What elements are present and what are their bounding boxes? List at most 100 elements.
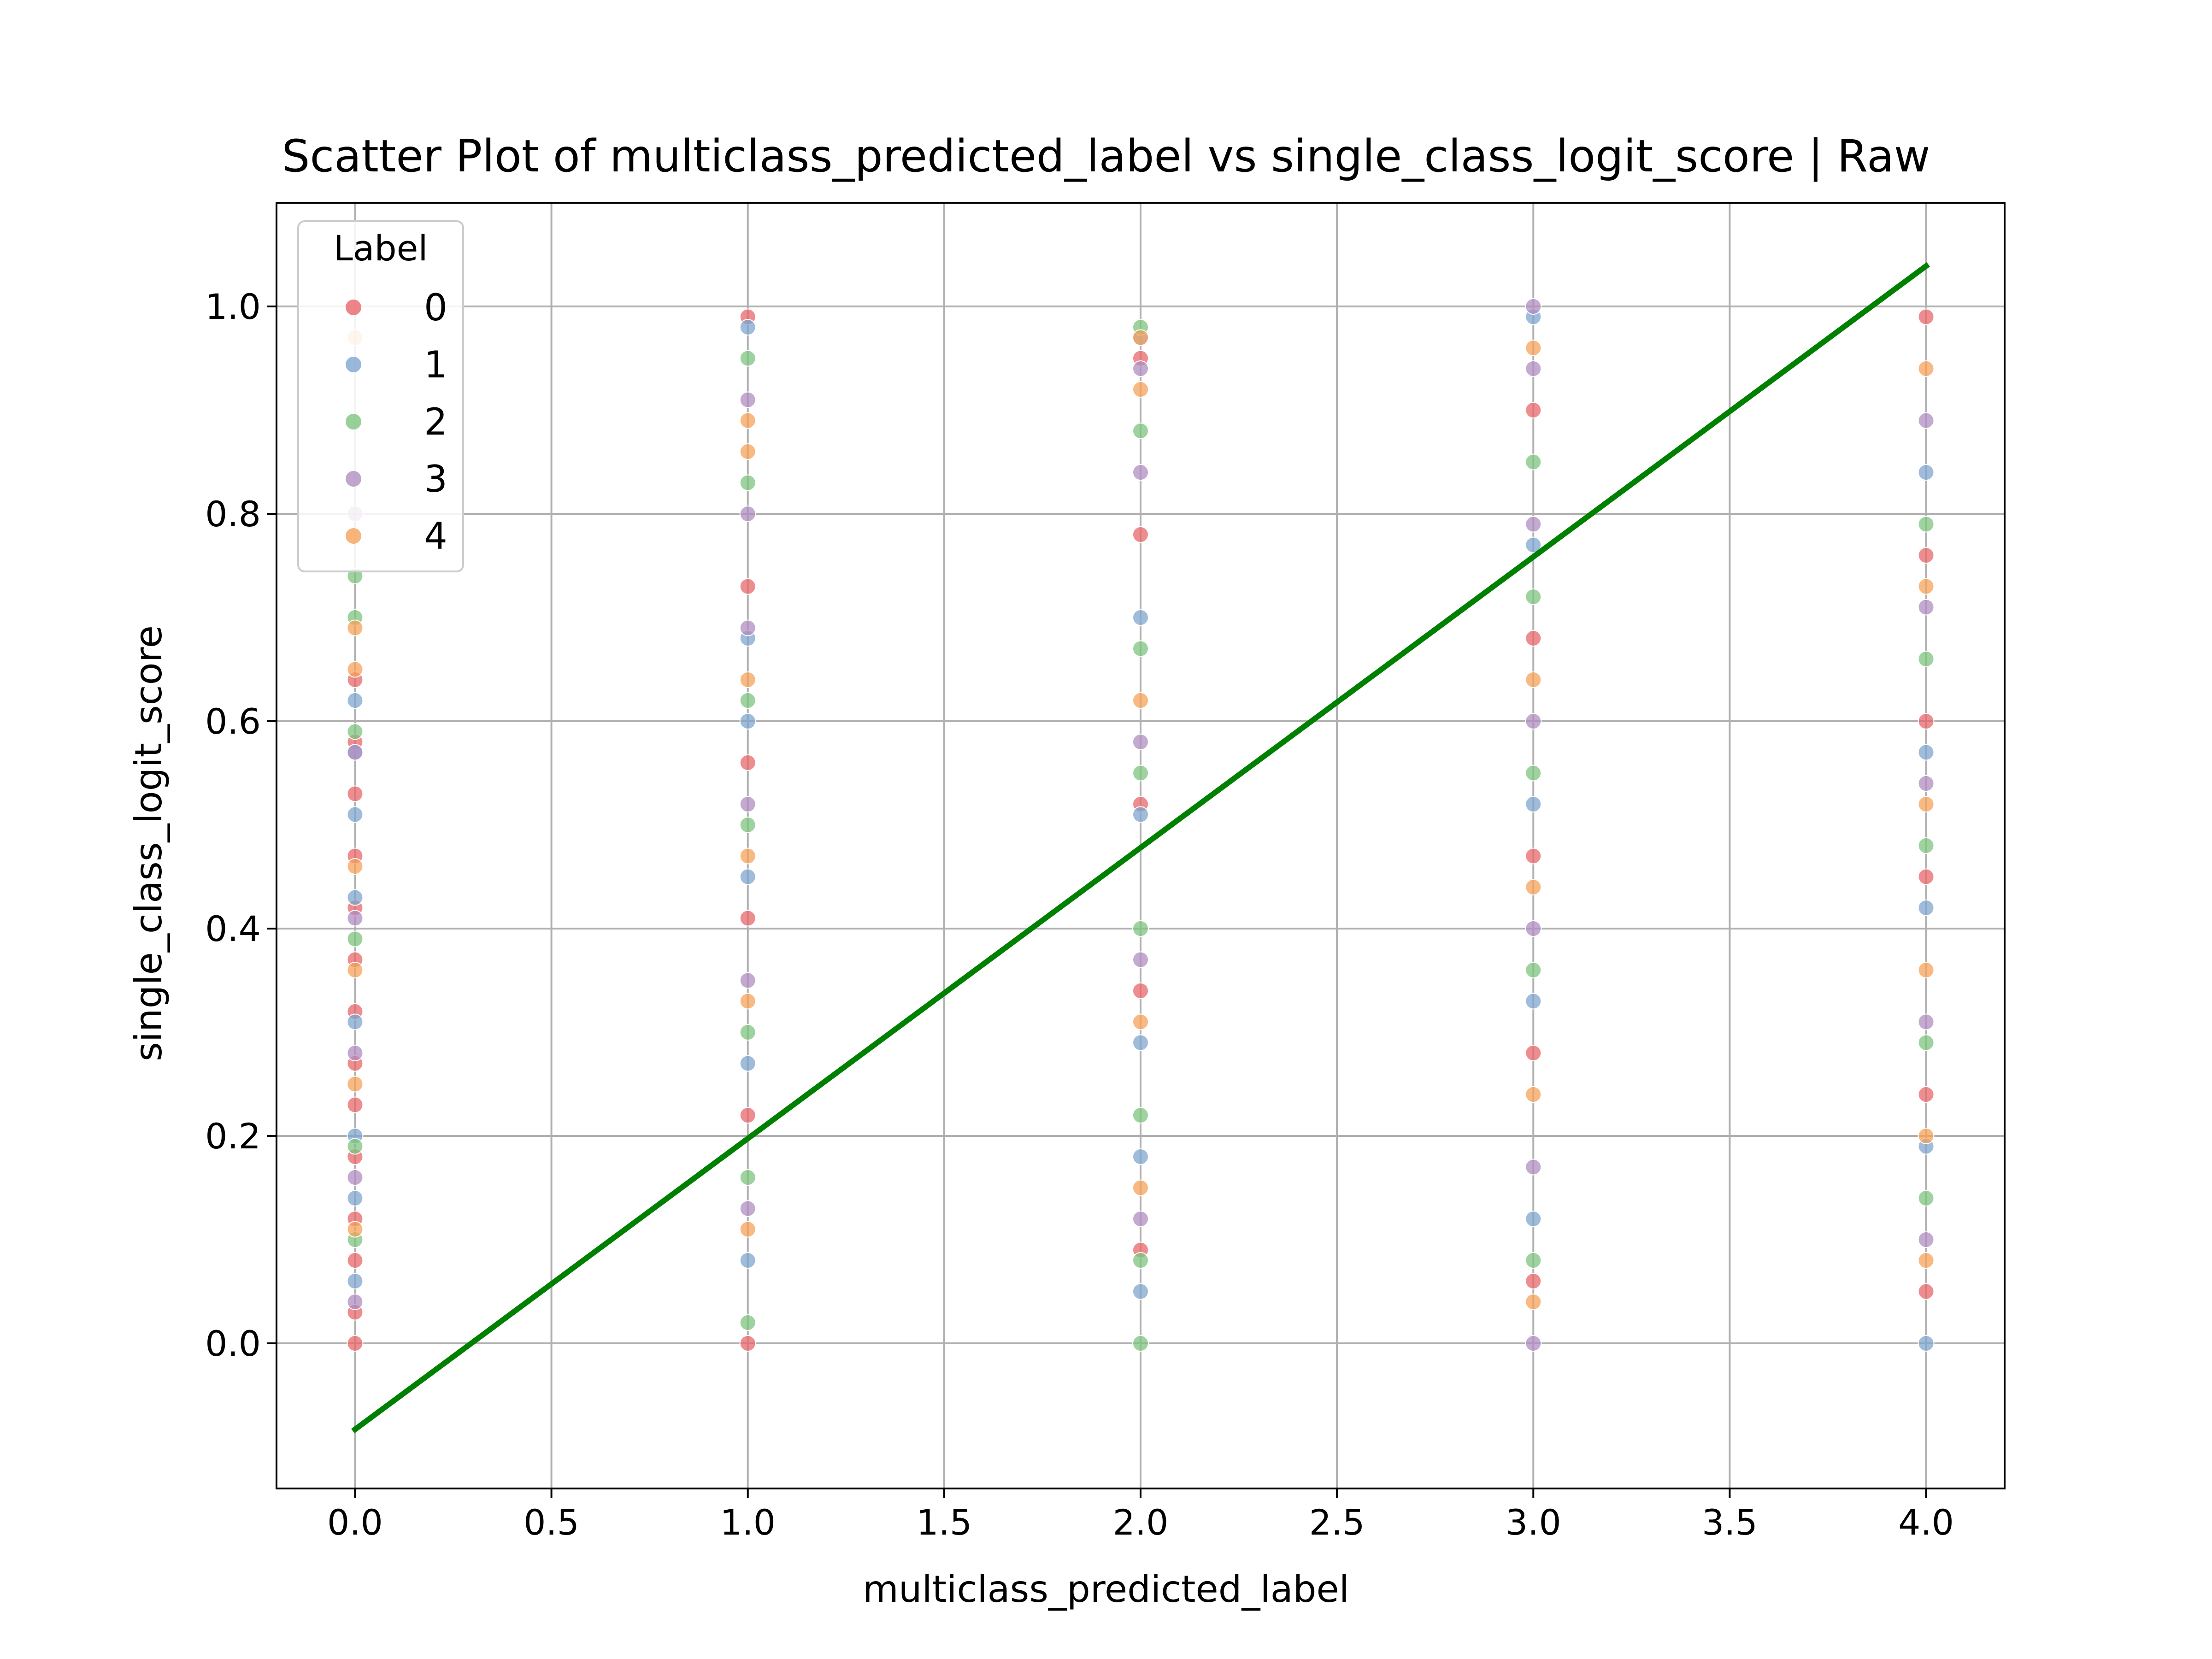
y-tick-label: 0.8 [205, 494, 261, 535]
data-point [739, 1252, 756, 1269]
data-point [1132, 1335, 1149, 1352]
data-point [1918, 1335, 1935, 1352]
data-point [1132, 329, 1149, 346]
data-point [1918, 464, 1935, 481]
data-point [1132, 1179, 1149, 1196]
data-point [739, 1200, 756, 1217]
data-point [347, 692, 364, 709]
data-point [1132, 951, 1149, 968]
data-point [1525, 1086, 1542, 1103]
data-point [1525, 402, 1542, 418]
data-point [1525, 1045, 1542, 1061]
data-point [1525, 879, 1542, 895]
data-point [1918, 516, 1935, 533]
x-tick-label: 0.0 [327, 1502, 383, 1543]
y-axis-label: single_class_logit_score [127, 625, 170, 1061]
data-point [1918, 775, 1935, 792]
y-tick-label: 0.0 [205, 1323, 261, 1364]
data-point [1525, 920, 1542, 937]
data-point [1132, 765, 1149, 782]
data-point [347, 1294, 364, 1310]
y-axis-ticks: 0.0 0.2 0.4 0.6 0.8 1.0 [205, 286, 276, 1364]
regression-line [351, 262, 1930, 1434]
data-point [1132, 1283, 1149, 1300]
data-point [1525, 713, 1542, 729]
data-point [1525, 962, 1542, 978]
data-point [1918, 868, 1935, 885]
data-point [1132, 1252, 1149, 1269]
data-point [347, 1045, 364, 1061]
legend-marker [346, 528, 361, 544]
legend-label: 4 [424, 515, 447, 558]
data-point [1132, 464, 1149, 481]
data-point [1918, 744, 1935, 761]
data-point [1525, 1211, 1542, 1227]
data-point [1132, 360, 1149, 377]
data-point [1132, 1148, 1149, 1165]
data-point [347, 1013, 364, 1030]
y-tick-label: 0.2 [205, 1116, 261, 1157]
data-point [347, 619, 364, 636]
data-point [1918, 1086, 1935, 1103]
data-point [739, 506, 756, 522]
legend: Label 0 1 2 3 4 [297, 220, 464, 572]
data-point [1525, 630, 1542, 647]
data-point [347, 723, 364, 740]
data-point [1525, 360, 1542, 377]
data-point [347, 806, 364, 823]
x-tick-label: 3.5 [1702, 1502, 1758, 1543]
data-point [347, 889, 364, 906]
data-point [1132, 982, 1149, 999]
legend-label: 0 [424, 286, 447, 329]
legend-label: 1 [424, 343, 447, 386]
legend-label: 2 [424, 400, 447, 443]
data-point [739, 796, 756, 812]
data-point [347, 858, 364, 875]
data-point [1918, 1252, 1935, 1269]
data-point [1918, 599, 1935, 616]
x-axis-ticks: 0.0 0.5 1.0 1.5 2.0 2.5 3.0 3.5 4.0 [327, 1488, 1954, 1543]
data-point [739, 754, 756, 771]
data-point [1132, 1211, 1149, 1227]
data-point [739, 817, 756, 833]
data-point [739, 1221, 756, 1238]
data-point [1132, 640, 1149, 657]
legend-marker [346, 414, 361, 429]
x-tick-label: 0.5 [524, 1502, 579, 1543]
legend-marker [346, 357, 361, 372]
legend-entry: 3 [346, 458, 447, 500]
data-point [347, 910, 364, 927]
data-point [1525, 671, 1542, 688]
data-point [1918, 713, 1935, 729]
data-point [1132, 381, 1149, 398]
data-point [347, 744, 364, 761]
data-point [1525, 453, 1542, 471]
data-point [347, 1096, 364, 1113]
data-point [739, 350, 756, 367]
data-point [739, 578, 756, 595]
data-point [739, 847, 756, 865]
data-point [739, 1055, 756, 1072]
data-point [347, 1190, 364, 1206]
data-point [1525, 1294, 1542, 1310]
data-point [1525, 340, 1542, 356]
data-point [347, 1273, 364, 1289]
data-point [1132, 920, 1149, 937]
data-point [1918, 900, 1935, 916]
data-point [1525, 1335, 1542, 1352]
y-tick-label: 0.6 [205, 701, 261, 742]
data-point [739, 1335, 756, 1352]
data-point [739, 474, 756, 491]
x-tick-label: 3.0 [1506, 1502, 1561, 1543]
chart-title: Scatter Plot of multiclass_predicted_lab… [282, 130, 1930, 182]
x-tick-label: 1.5 [916, 1502, 972, 1543]
legend-entry: 0 [346, 286, 447, 329]
legend-label: 3 [424, 458, 447, 500]
data-point [1918, 578, 1935, 595]
fit-line-layer [351, 262, 1930, 1434]
data-point [1132, 423, 1149, 439]
legend-marker [346, 300, 361, 315]
data-point [1918, 308, 1935, 325]
